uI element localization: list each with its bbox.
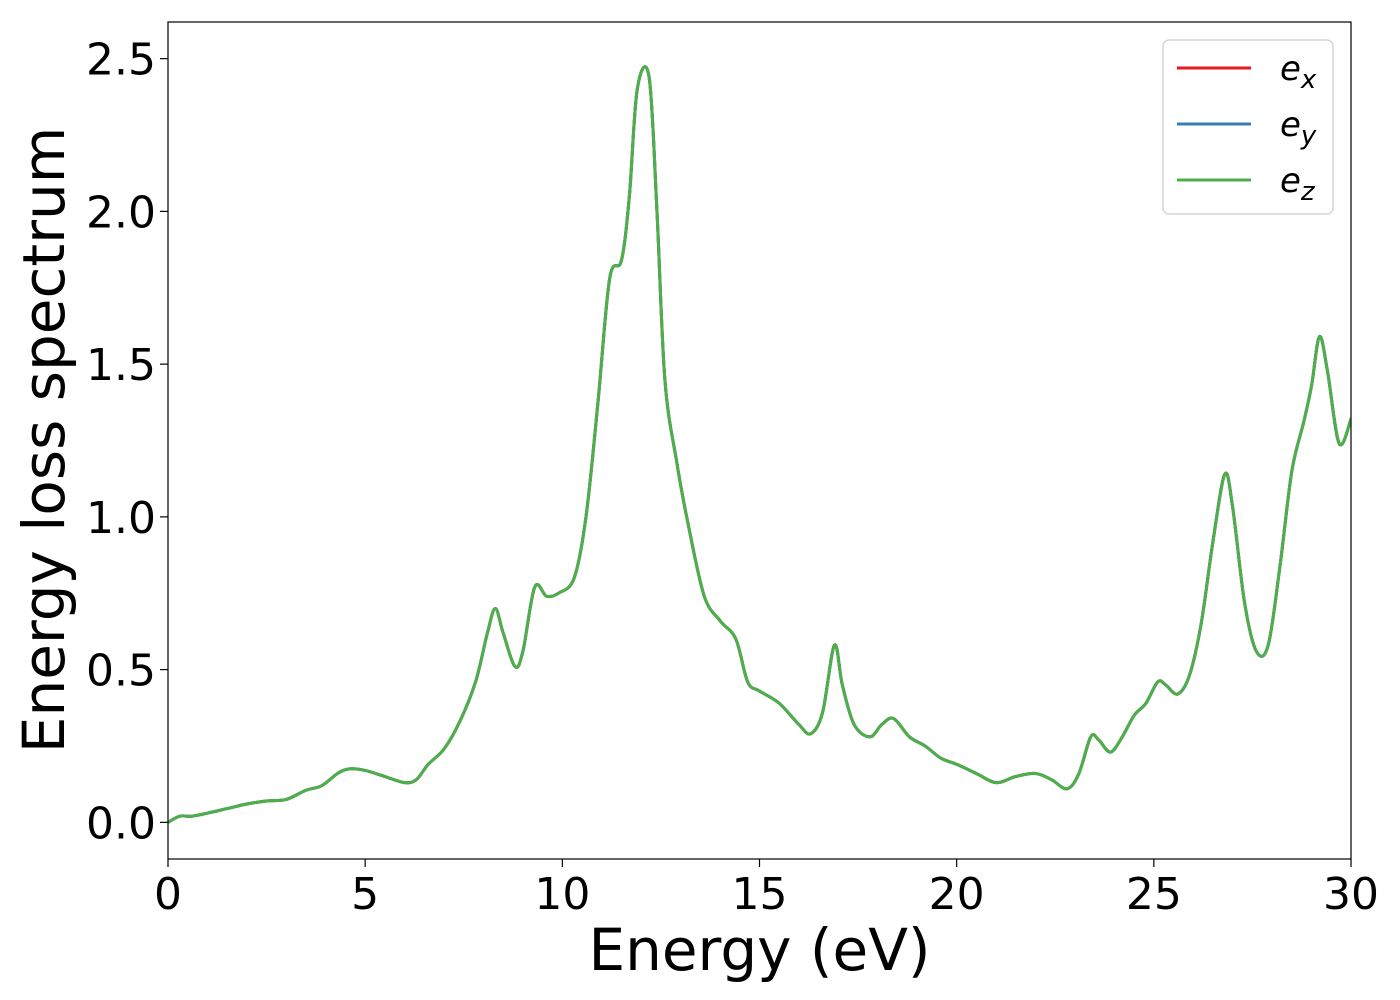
legend-entry-e-x: ex xyxy=(1280,49,1317,95)
x-axis-ticks: 0 5 10 15 20 25 30 xyxy=(154,859,1379,920)
x-tick-label: 15 xyxy=(732,869,788,920)
y-tick-label: 0.0 xyxy=(86,798,156,849)
legend-base: e xyxy=(1280,49,1301,89)
y-tick-label: 1.5 xyxy=(86,340,156,391)
x-tick-label: 10 xyxy=(534,869,590,920)
y-tick-label: 2.0 xyxy=(86,187,156,238)
y-tick-label: 1.0 xyxy=(86,493,156,544)
x-tick-label: 25 xyxy=(1126,869,1182,920)
legend-subscript: z xyxy=(1300,177,1316,207)
series-line-e-z xyxy=(168,65,1351,824)
legend-subscript: y xyxy=(1300,121,1317,151)
legend-base: e xyxy=(1280,161,1301,201)
x-tick-label: 5 xyxy=(351,869,379,920)
plot-area xyxy=(167,21,1352,860)
y-axis-label: Energy loss spectrum xyxy=(10,127,78,753)
legend-box xyxy=(1162,39,1334,215)
legend-entry-e-z: ez xyxy=(1280,161,1316,207)
legend-subscript: x xyxy=(1300,65,1317,95)
y-tick-label: 2.5 xyxy=(86,35,156,86)
x-tick-label: 20 xyxy=(929,869,985,920)
x-tick-label: 0 xyxy=(154,869,182,920)
y-tick-label: 0.5 xyxy=(86,646,156,697)
x-axis-label: Energy (eV) xyxy=(588,916,930,984)
y-axis-ticks: 0.0 0.5 1.0 1.5 2.0 2.5 xyxy=(86,35,168,849)
legend-base: e xyxy=(1280,105,1301,145)
legend-entry-e-y: ey xyxy=(1280,105,1317,151)
x-tick-label: 30 xyxy=(1323,869,1379,920)
series-layer xyxy=(168,65,1351,824)
